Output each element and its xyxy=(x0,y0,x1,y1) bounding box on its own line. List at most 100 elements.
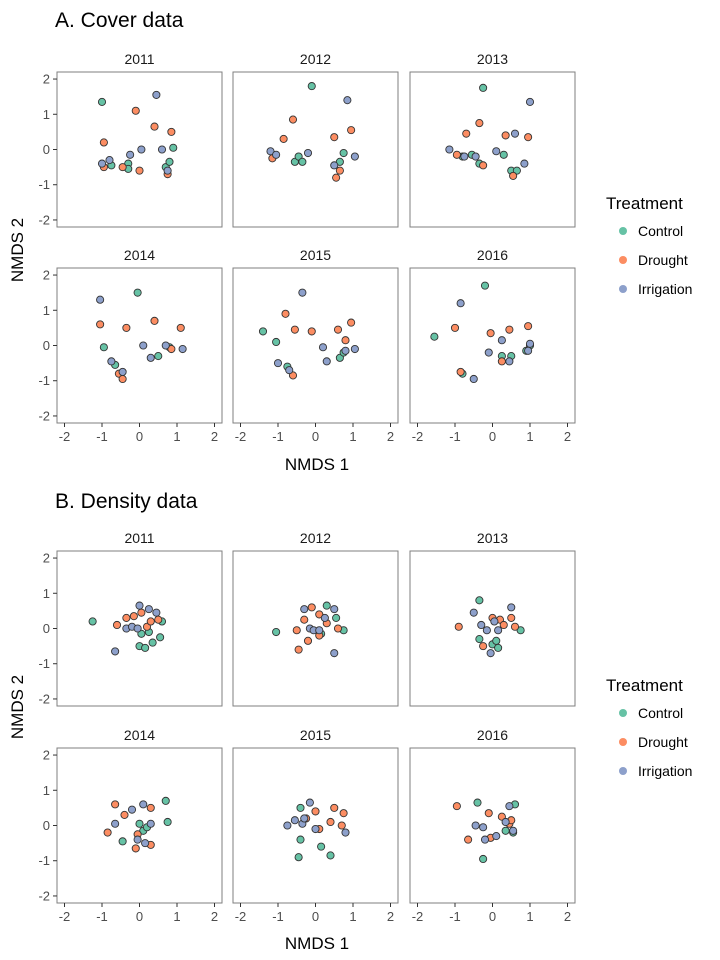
point-drought xyxy=(131,106,140,115)
point-irrigation xyxy=(300,605,309,614)
y-tick-label: -2 xyxy=(38,408,50,423)
facet-panel-2016: 2016 -2 -1 0 1 2 xyxy=(409,247,576,444)
x-tick-label: 1 xyxy=(349,429,356,444)
point-irrigation xyxy=(126,150,135,159)
point-irrigation xyxy=(266,147,275,156)
point-drought xyxy=(509,171,518,180)
x-tick-label: 1 xyxy=(173,909,180,924)
x-tick-label: 2 xyxy=(211,909,218,924)
point-control xyxy=(479,83,488,92)
point-drought xyxy=(288,115,298,124)
point-drought xyxy=(484,809,493,818)
point-drought xyxy=(290,325,299,334)
facet-strip-label: 2015 xyxy=(300,247,331,263)
point-drought xyxy=(294,645,303,654)
point-drought xyxy=(150,316,159,325)
point-drought xyxy=(131,844,140,853)
point-control xyxy=(494,643,503,652)
point-drought xyxy=(167,127,176,136)
legend-b: Treatment Control Drought Irrigation xyxy=(606,676,692,779)
facet-panel-2013: 2013 xyxy=(409,530,576,707)
point-control xyxy=(97,97,107,106)
legend-label-irrigation: Irrigation xyxy=(638,763,692,779)
point-drought xyxy=(122,323,131,332)
point-irrigation xyxy=(285,366,294,375)
point-irrigation xyxy=(330,605,339,614)
point-irrigation xyxy=(492,832,501,841)
point-control xyxy=(475,635,484,644)
facet-strip-label: 2012 xyxy=(300,51,331,67)
point-control xyxy=(135,819,144,828)
point-irrigation xyxy=(471,821,480,830)
point-irrigation xyxy=(141,839,150,848)
point-irrigation xyxy=(303,148,313,158)
point-drought xyxy=(103,828,112,837)
point-irrigation xyxy=(507,603,516,612)
point-irrigation xyxy=(146,819,155,828)
point-control xyxy=(163,817,172,827)
point-control xyxy=(479,854,488,864)
point-drought xyxy=(507,613,516,622)
point-drought xyxy=(333,325,343,334)
facet-panel-2011: 2011 -2 -1 0 1 2 xyxy=(38,530,223,707)
point-drought xyxy=(464,835,473,844)
facet-strip-label: 2014 xyxy=(124,247,155,263)
point-drought xyxy=(524,133,533,142)
point-irrigation xyxy=(300,814,309,823)
panel-border xyxy=(409,267,576,424)
point-irrigation xyxy=(118,367,127,376)
y-tick-label: 1 xyxy=(43,107,50,122)
facet-strip-label: 2016 xyxy=(477,247,508,263)
point-drought xyxy=(315,610,324,619)
y-tick-label: 2 xyxy=(43,72,50,87)
point-irrigation xyxy=(320,613,329,622)
point-drought xyxy=(341,336,350,345)
x-tick-label: 1 xyxy=(526,909,533,924)
legend-swatch-control xyxy=(619,227,627,235)
y-tick-label: -2 xyxy=(38,888,50,903)
facet-panel-2013: 2013 xyxy=(409,51,576,228)
point-irrigation xyxy=(525,97,535,106)
y-tick-label: 0 xyxy=(43,621,50,636)
y-tick-label: 2 xyxy=(43,551,50,566)
point-control xyxy=(169,143,178,152)
point-irrigation xyxy=(322,357,331,366)
panel-border xyxy=(232,267,399,424)
point-drought xyxy=(347,126,356,135)
point-control xyxy=(475,596,484,605)
y-tick-label: 0 xyxy=(43,818,50,833)
x-tick-label: 2 xyxy=(387,429,394,444)
x-axis-title-b: NMDS 1 xyxy=(285,934,349,953)
facet-panel-2015: 2015 -2 -1 0 1 2 xyxy=(232,727,399,924)
point-control xyxy=(322,601,331,610)
x-tick-label: 1 xyxy=(526,429,533,444)
point-irrigation xyxy=(272,150,281,159)
legend-label-control: Control xyxy=(638,223,683,239)
point-control xyxy=(148,638,157,647)
point-control xyxy=(298,157,307,166)
point-drought xyxy=(462,129,471,138)
y-tick-label: -1 xyxy=(38,177,50,192)
point-control xyxy=(480,281,490,290)
facet-strip-label: 2015 xyxy=(300,727,331,743)
point-control xyxy=(133,288,142,297)
x-tick-label: 2 xyxy=(211,429,218,444)
point-drought xyxy=(479,642,488,651)
point-irrigation xyxy=(135,601,144,610)
point-drought xyxy=(96,320,105,329)
point-irrigation xyxy=(509,826,518,835)
facet-strip-label: 2013 xyxy=(477,51,508,67)
point-irrigation xyxy=(490,617,499,626)
point-drought xyxy=(499,620,508,630)
y-tick-label: 1 xyxy=(43,303,50,318)
x-tick-label: 2 xyxy=(564,429,571,444)
point-drought xyxy=(167,344,176,354)
point-drought xyxy=(122,613,131,622)
point-drought xyxy=(524,322,533,331)
point-control xyxy=(161,796,170,805)
point-irrigation xyxy=(510,129,520,138)
point-drought xyxy=(129,612,138,621)
point-irrigation xyxy=(525,339,535,348)
point-drought xyxy=(335,166,344,175)
